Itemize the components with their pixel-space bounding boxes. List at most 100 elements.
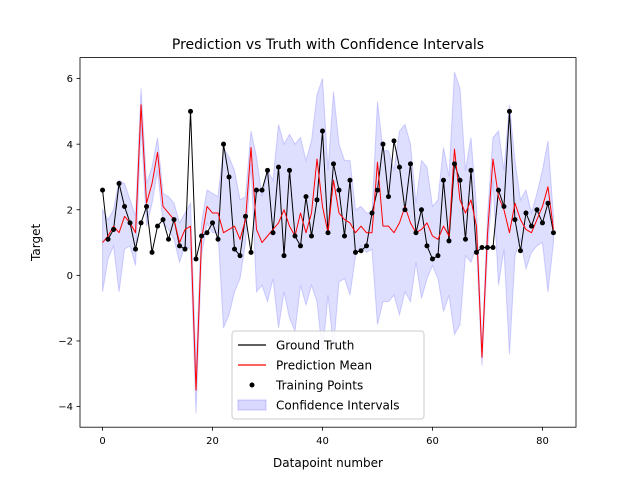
y-tick-label: 4: [67, 140, 73, 151]
legend-confidence-patch: [237, 399, 267, 411]
training-point: [468, 167, 474, 173]
training-point: [506, 108, 512, 114]
training-point: [418, 207, 424, 213]
training-point: [320, 128, 326, 134]
training-point: [188, 108, 194, 114]
training-point: [380, 141, 386, 147]
training-point: [248, 249, 254, 255]
training-point: [100, 187, 106, 193]
training-point: [160, 217, 166, 223]
training-point: [144, 203, 150, 209]
training-point: [484, 244, 490, 250]
training-point: [215, 236, 221, 242]
y-axis-label: Target: [29, 224, 43, 262]
y-tick-label: 0: [67, 271, 73, 282]
training-point: [199, 233, 205, 239]
training-point: [429, 256, 435, 262]
training-point: [133, 246, 139, 252]
training-point: [446, 238, 452, 244]
training-point: [385, 194, 391, 200]
training-point: [539, 220, 545, 226]
training-point: [440, 177, 446, 183]
training-point: [155, 223, 161, 229]
y-axis-ticks: −4 −2 0 2 4 6: [58, 74, 80, 413]
training-point: [325, 230, 331, 236]
training-point: [479, 244, 485, 250]
legend-box: [231, 330, 425, 420]
training-point: [281, 253, 287, 259]
training-point: [550, 230, 556, 236]
training-point: [138, 220, 144, 226]
plot-frame: [79, 57, 577, 428]
legend-training-points-marker: [249, 382, 255, 388]
legend-prediction-label: Prediction Mean: [276, 359, 372, 373]
confidence-interval-band: [102, 71, 554, 414]
training-point: [512, 217, 518, 223]
training-point: [435, 253, 441, 259]
legend-ground-truth-label: Ground Truth: [276, 339, 354, 353]
x-tick-label: 40: [316, 436, 329, 447]
training-point: [413, 230, 419, 236]
training-point: [116, 181, 122, 187]
training-point: [265, 167, 271, 173]
training-point: [314, 197, 320, 203]
training-point: [221, 141, 227, 147]
confidence-interval-layer: [102, 71, 554, 414]
training-point: [127, 220, 133, 226]
training-point: [363, 243, 369, 249]
training-point: [495, 187, 501, 193]
training-point: [292, 233, 298, 239]
x-tick-label: 0: [99, 436, 105, 447]
training-point: [341, 233, 347, 239]
training-point: [528, 223, 534, 229]
y-tick-label: −2: [58, 337, 73, 348]
training-point: [149, 249, 155, 255]
training-point: [402, 207, 408, 213]
chart-title: Prediction vs Truth with Confidence Inte…: [172, 37, 484, 53]
training-point: [501, 203, 507, 209]
training-point: [122, 203, 128, 209]
training-point: [270, 230, 276, 236]
training-point: [287, 167, 293, 173]
y-tick-label: 2: [67, 205, 73, 216]
training-point: [193, 256, 199, 262]
training-point: [226, 174, 232, 180]
y-tick-label: −4: [58, 402, 73, 413]
training-point: [369, 210, 375, 216]
training-point: [523, 210, 529, 216]
training-point: [105, 236, 111, 242]
training-point: [534, 207, 540, 213]
training-point: [473, 249, 479, 255]
training-point: [352, 249, 358, 255]
training-point: [309, 233, 315, 239]
training-point: [407, 161, 413, 167]
training-point: [298, 243, 304, 249]
training-points-layer: [100, 108, 556, 262]
training-point: [177, 243, 183, 249]
training-point: [210, 220, 216, 226]
x-axis-ticks: 0 20 40 60 80: [99, 427, 549, 447]
x-tick-label: 20: [206, 436, 219, 447]
x-axis-label: Datapoint number: [273, 456, 383, 470]
training-point: [259, 187, 265, 193]
training-point: [254, 187, 260, 193]
training-point: [358, 248, 364, 254]
x-tick-label: 60: [426, 436, 439, 447]
training-point: [243, 213, 249, 219]
training-point: [374, 187, 380, 193]
training-point: [347, 177, 353, 183]
training-point: [545, 200, 551, 206]
training-point: [182, 246, 188, 252]
training-point: [457, 177, 463, 183]
training-point: [391, 138, 397, 144]
x-tick-label: 80: [536, 436, 549, 447]
training-point: [303, 194, 309, 200]
training-point: [336, 187, 342, 193]
training-point: [232, 246, 238, 252]
training-point: [204, 230, 210, 236]
legend: Ground Truth Prediction Mean Training Po…: [231, 330, 425, 420]
training-point: [451, 161, 457, 167]
legend-training-points-label: Training Points: [275, 379, 363, 393]
training-point: [517, 248, 523, 254]
